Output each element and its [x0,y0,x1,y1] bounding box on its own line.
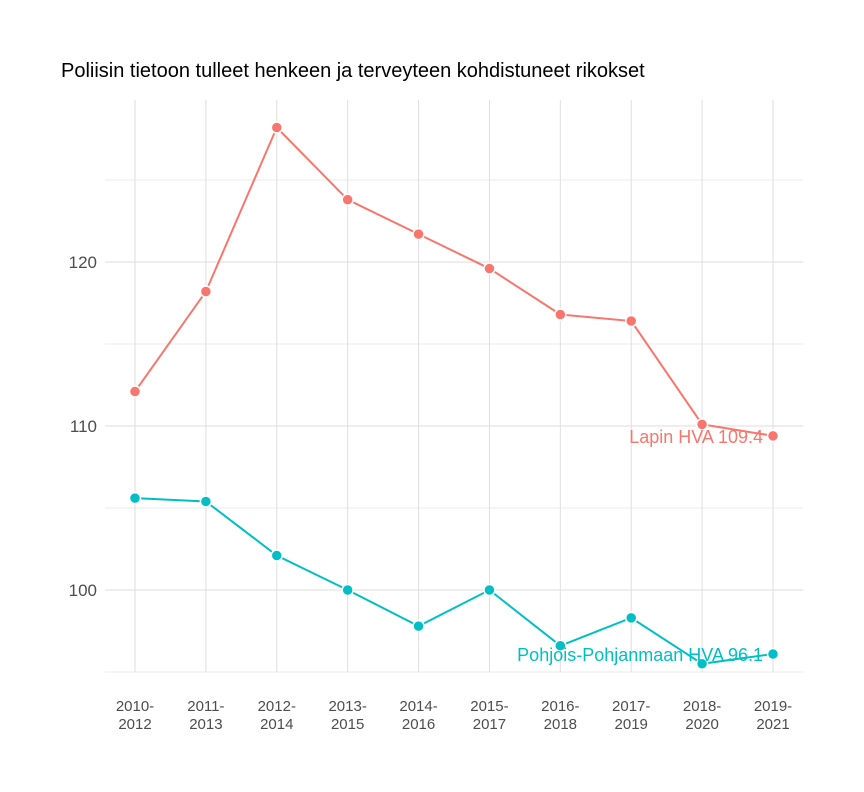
x-tick-label: 2014-2016 [399,698,437,733]
data-point [695,657,709,671]
x-tick-label: 2013-2015 [328,698,366,733]
data-point [128,385,142,398]
y-axis: 100 110 120 [69,253,97,600]
x-tick-label: 2017-2019 [612,698,650,733]
data-point [554,308,567,321]
data-point [412,619,425,633]
x-tick-label: 2016-2018 [541,698,579,733]
x-tick-label: 2018-2020 [683,698,721,733]
series-line [134,125,774,437]
x-axis: 2010-2012 2011-2013 2012-2014 2013-2015 2014… [116,698,792,733]
x-tick-label: 2015-2017 [470,698,508,733]
gridlines [105,100,803,673]
data-point [128,491,142,505]
data-point [766,429,780,443]
x-tick-label: 2010-2012 [116,698,154,733]
series-end-label: Pohjois-Pohjanmaan HVA 96.1 [517,645,763,665]
data-point [483,262,496,275]
data-point [199,285,213,298]
data-point [554,639,567,653]
y-tick-label: 100 [69,581,97,600]
data-point [270,121,284,134]
chart-title: Poliisin tietoon tulleet henkeen ja terv… [61,60,645,82]
data-point [483,583,496,597]
data-point [766,647,780,661]
y-tick-label: 110 [70,417,97,436]
series-layer: Lapin HVA 109.4 Pohjois-Pohjanmaan HVA 96… [128,121,780,671]
data-point [695,418,709,431]
data-point [341,583,354,597]
data-point [624,611,638,625]
data-point [412,227,425,241]
data-point [270,549,284,562]
series-end-label: Lapin HVA 109.4 [629,427,763,447]
x-tick-label: 2012-2014 [258,698,296,733]
x-tick-label: 2019-2021 [754,698,792,733]
x-tick-label: 2011-2013 [187,698,224,733]
data-point [624,314,638,328]
data-point [341,193,354,206]
data-point [199,495,213,508]
y-tick-label: 120 [69,253,97,272]
series-line [134,497,774,665]
